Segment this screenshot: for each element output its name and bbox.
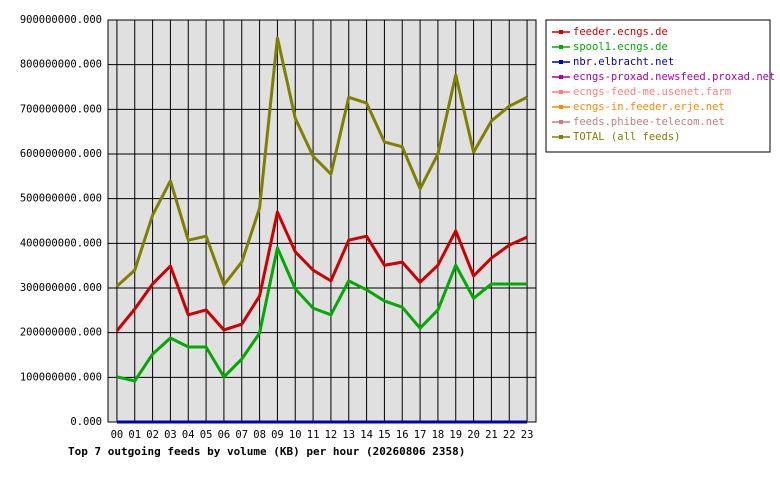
x-tick-label: 14: [360, 429, 373, 441]
legend-label: ecngs-proxad.newsfeed.proxad.net: [573, 71, 775, 83]
x-tick-label: 16: [396, 429, 409, 441]
legend-marker: [559, 45, 563, 49]
legend-marker: [559, 30, 563, 34]
x-tick-label: 04: [182, 429, 195, 441]
y-tick-label: 0.000: [70, 416, 102, 428]
legend-marker: [559, 105, 563, 109]
x-tick-label: 07: [235, 429, 248, 441]
x-tick-label: 06: [218, 429, 231, 441]
x-tick-label: 00: [111, 429, 124, 441]
y-tick-label: 700000000.000: [20, 103, 102, 115]
y-tick-label: 900000000.000: [20, 14, 102, 26]
x-tick-label: 01: [128, 429, 141, 441]
x-tick-label: 21: [485, 429, 498, 441]
legend-marker: [559, 135, 563, 139]
series-line: [116, 246, 528, 383]
legend-box: [545, 19, 771, 153]
legend-label: spool1.ecngs.de: [573, 41, 668, 53]
legend-marker: [559, 60, 563, 64]
legend-label: feeds.phibee-telecom.net: [573, 116, 725, 128]
x-tick-label: 08: [253, 429, 266, 441]
x-tick-label: 18: [432, 429, 445, 441]
x-tick-label: 12: [325, 429, 338, 441]
x-tick-label: 23: [521, 429, 534, 441]
x-tick-label: 05: [200, 429, 213, 441]
x-tick-label: 17: [414, 429, 427, 441]
y-tick-label: 600000000.000: [20, 148, 102, 160]
legend-label: ecngs-in.feeder.erje.net: [573, 101, 725, 113]
y-tick-label: 200000000.000: [20, 327, 102, 339]
x-tick-label: 10: [289, 429, 302, 441]
legend-label: ecngs-feed-me.usenet.farm: [573, 86, 731, 98]
legend-label: TOTAL (all feeds): [573, 131, 680, 143]
x-tick-label: 22: [503, 429, 516, 441]
x-tick-label: 11: [307, 429, 320, 441]
y-tick-label: 500000000.000: [20, 193, 102, 205]
x-tick-label: 19: [449, 429, 462, 441]
series-line: [115, 36, 528, 288]
y-tick-label: 100000000.000: [20, 371, 102, 383]
legend-label: nbr.elbracht.net: [573, 56, 674, 68]
legend-marker: [559, 75, 563, 79]
legend-label: feeder.ecngs.de: [573, 26, 668, 38]
y-tick-label: 800000000.000: [20, 59, 102, 71]
x-tick-label: 20: [467, 429, 480, 441]
legend-marker: [559, 120, 563, 124]
plot-area: [107, 19, 537, 423]
x-tick-label: 03: [164, 429, 177, 441]
x-tick-label: 15: [378, 429, 391, 441]
x-tick-label: 09: [271, 429, 284, 441]
x-tick-label: 13: [342, 429, 355, 441]
chart-title: Top 7 outgoing feeds by volume (KB) per …: [68, 445, 465, 458]
y-tick-label: 300000000.000: [20, 282, 102, 294]
x-tick-label: 02: [146, 429, 159, 441]
series-line: [115, 210, 528, 332]
y-tick-label: 400000000.000: [20, 237, 102, 249]
legend-marker: [559, 90, 563, 94]
